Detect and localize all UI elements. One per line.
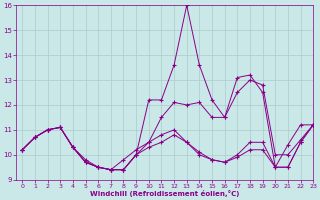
X-axis label: Windchill (Refroidissement éolien,°C): Windchill (Refroidissement éolien,°C) — [90, 190, 239, 197]
